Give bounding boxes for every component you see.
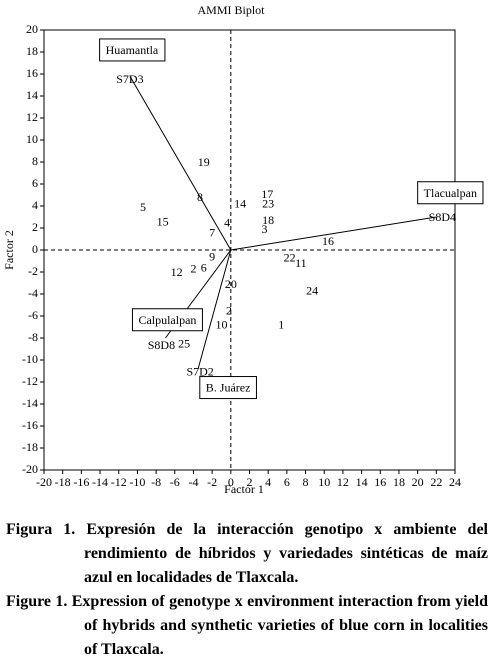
x-tick-label: 22 bbox=[430, 475, 442, 489]
genotype-point: 20 bbox=[225, 277, 237, 291]
y-tick-label: 12 bbox=[26, 110, 38, 124]
y-tick-label: -16 bbox=[22, 418, 38, 432]
genotype-point: 25 bbox=[178, 336, 190, 350]
x-tick-label: -8 bbox=[151, 475, 161, 489]
genotype-point: 7 bbox=[209, 225, 215, 239]
caption-en: Figure 1. Expression of genotype x envir… bbox=[6, 593, 488, 658]
genotype-point: 24 bbox=[306, 284, 318, 298]
y-tick-label: 8 bbox=[32, 154, 38, 168]
x-tick-label: 2 bbox=[247, 475, 253, 489]
environment-box bbox=[417, 181, 484, 205]
environment-name: B. Juárez bbox=[206, 381, 251, 395]
environment-name: Calpulalpan bbox=[138, 313, 196, 327]
caption-es: Figura 1. Expresión de la interacción ge… bbox=[6, 521, 488, 586]
environment-box bbox=[199, 376, 257, 400]
y-tick-label: 10 bbox=[26, 132, 38, 146]
x-tick-label: 20 bbox=[412, 475, 424, 489]
genotype-point: 6 bbox=[201, 260, 207, 274]
y-tick-label: -6 bbox=[28, 308, 38, 322]
y-tick-label: 4 bbox=[32, 198, 38, 212]
genotype-point: 2 bbox=[226, 303, 232, 317]
genotype-point: 16 bbox=[322, 234, 334, 248]
genotype-point: 19 bbox=[198, 155, 210, 169]
chart: AMMI Biplot Factor 1 Factor 2 -20 -18 -16-… bbox=[2, 3, 484, 496]
y-tick-label: -4 bbox=[28, 286, 38, 300]
x-tick-label: -18 bbox=[55, 475, 71, 489]
x-tick-label: 14 bbox=[356, 475, 368, 489]
genotype-point: 4 bbox=[224, 215, 230, 229]
vector-label: S7D2 bbox=[186, 365, 213, 379]
x-tick-label: -10 bbox=[129, 475, 145, 489]
y-axis-label: Factor 2 bbox=[2, 230, 16, 270]
x-tick-label: 12 bbox=[337, 475, 349, 489]
environment-vector bbox=[129, 75, 232, 251]
genotype-point: 10 bbox=[215, 318, 227, 332]
y-tick-label: 0 bbox=[32, 242, 38, 256]
genotype-point: 1 bbox=[278, 318, 284, 332]
x-tick-label: 8 bbox=[303, 475, 309, 489]
chart-title: AMMI Biplot bbox=[197, 3, 265, 17]
genotype-point: 22 bbox=[284, 251, 296, 265]
genotype-point: 5 bbox=[140, 200, 146, 214]
genotype-point: 2 bbox=[190, 262, 196, 276]
y-tick-label: 2 bbox=[32, 220, 38, 234]
environment-vector bbox=[197, 249, 232, 369]
y-tick-label: 14 bbox=[26, 88, 38, 102]
genotype-point: 12 bbox=[171, 265, 183, 279]
y-tick-label: 20 bbox=[26, 22, 38, 36]
x-tick-label: 10 bbox=[318, 475, 330, 489]
genotype-point: 9 bbox=[209, 249, 215, 263]
environment-box bbox=[99, 38, 166, 62]
y-tick-label: -18 bbox=[22, 440, 38, 454]
genotype-point: 18 bbox=[262, 213, 274, 227]
genotype-point: 11 bbox=[295, 256, 307, 270]
genotype-point: 3 bbox=[261, 222, 267, 236]
x-axis-label: Factor 1 bbox=[224, 482, 264, 496]
y-tick-label: -2 bbox=[28, 264, 38, 278]
y-tick-label: 18 bbox=[26, 44, 38, 58]
x-tick-label: -4 bbox=[188, 475, 198, 489]
genotype-point: 23 bbox=[262, 197, 274, 211]
y-tick-label: -14 bbox=[22, 396, 38, 410]
y-tick-label: -20 bbox=[22, 462, 38, 476]
x-tick-label: 6 bbox=[284, 475, 290, 489]
x-tick-label: 16 bbox=[374, 475, 386, 489]
x-tick-label: -16 bbox=[73, 475, 89, 489]
x-tick-label: -14 bbox=[92, 475, 108, 489]
x-tick-label: -2 bbox=[207, 475, 217, 489]
x-tick-label: -20 bbox=[36, 475, 52, 489]
x-tick-label: 4 bbox=[265, 475, 271, 489]
x-tick-label: -12 bbox=[111, 475, 127, 489]
vector-label: S8D4 bbox=[429, 210, 456, 224]
vector-label: S7D3 bbox=[116, 72, 143, 86]
y-tick-label: 16 bbox=[26, 66, 38, 80]
x-tick-label: 24 bbox=[449, 475, 461, 489]
x-tick-label: 0 bbox=[228, 475, 234, 489]
environment-vector bbox=[230, 216, 437, 251]
vector-label: S8D8 bbox=[148, 338, 175, 352]
genotype-point: 17 bbox=[261, 187, 273, 201]
x-tick-label: 18 bbox=[393, 475, 405, 489]
genotype-point: 8 bbox=[197, 190, 203, 204]
y-tick-label: -12 bbox=[22, 374, 38, 388]
y-tick-label: -10 bbox=[22, 352, 38, 366]
y-tick-label: -8 bbox=[28, 330, 38, 344]
environment-box bbox=[131, 308, 203, 332]
genotype-point: 14 bbox=[234, 197, 246, 211]
y-tick-label: 6 bbox=[32, 176, 38, 190]
environment-name: Huamantla bbox=[106, 43, 159, 57]
environment-name: Tlacualpan bbox=[424, 186, 477, 200]
genotype-point: 15 bbox=[157, 214, 169, 228]
x-tick-label: -6 bbox=[170, 475, 180, 489]
